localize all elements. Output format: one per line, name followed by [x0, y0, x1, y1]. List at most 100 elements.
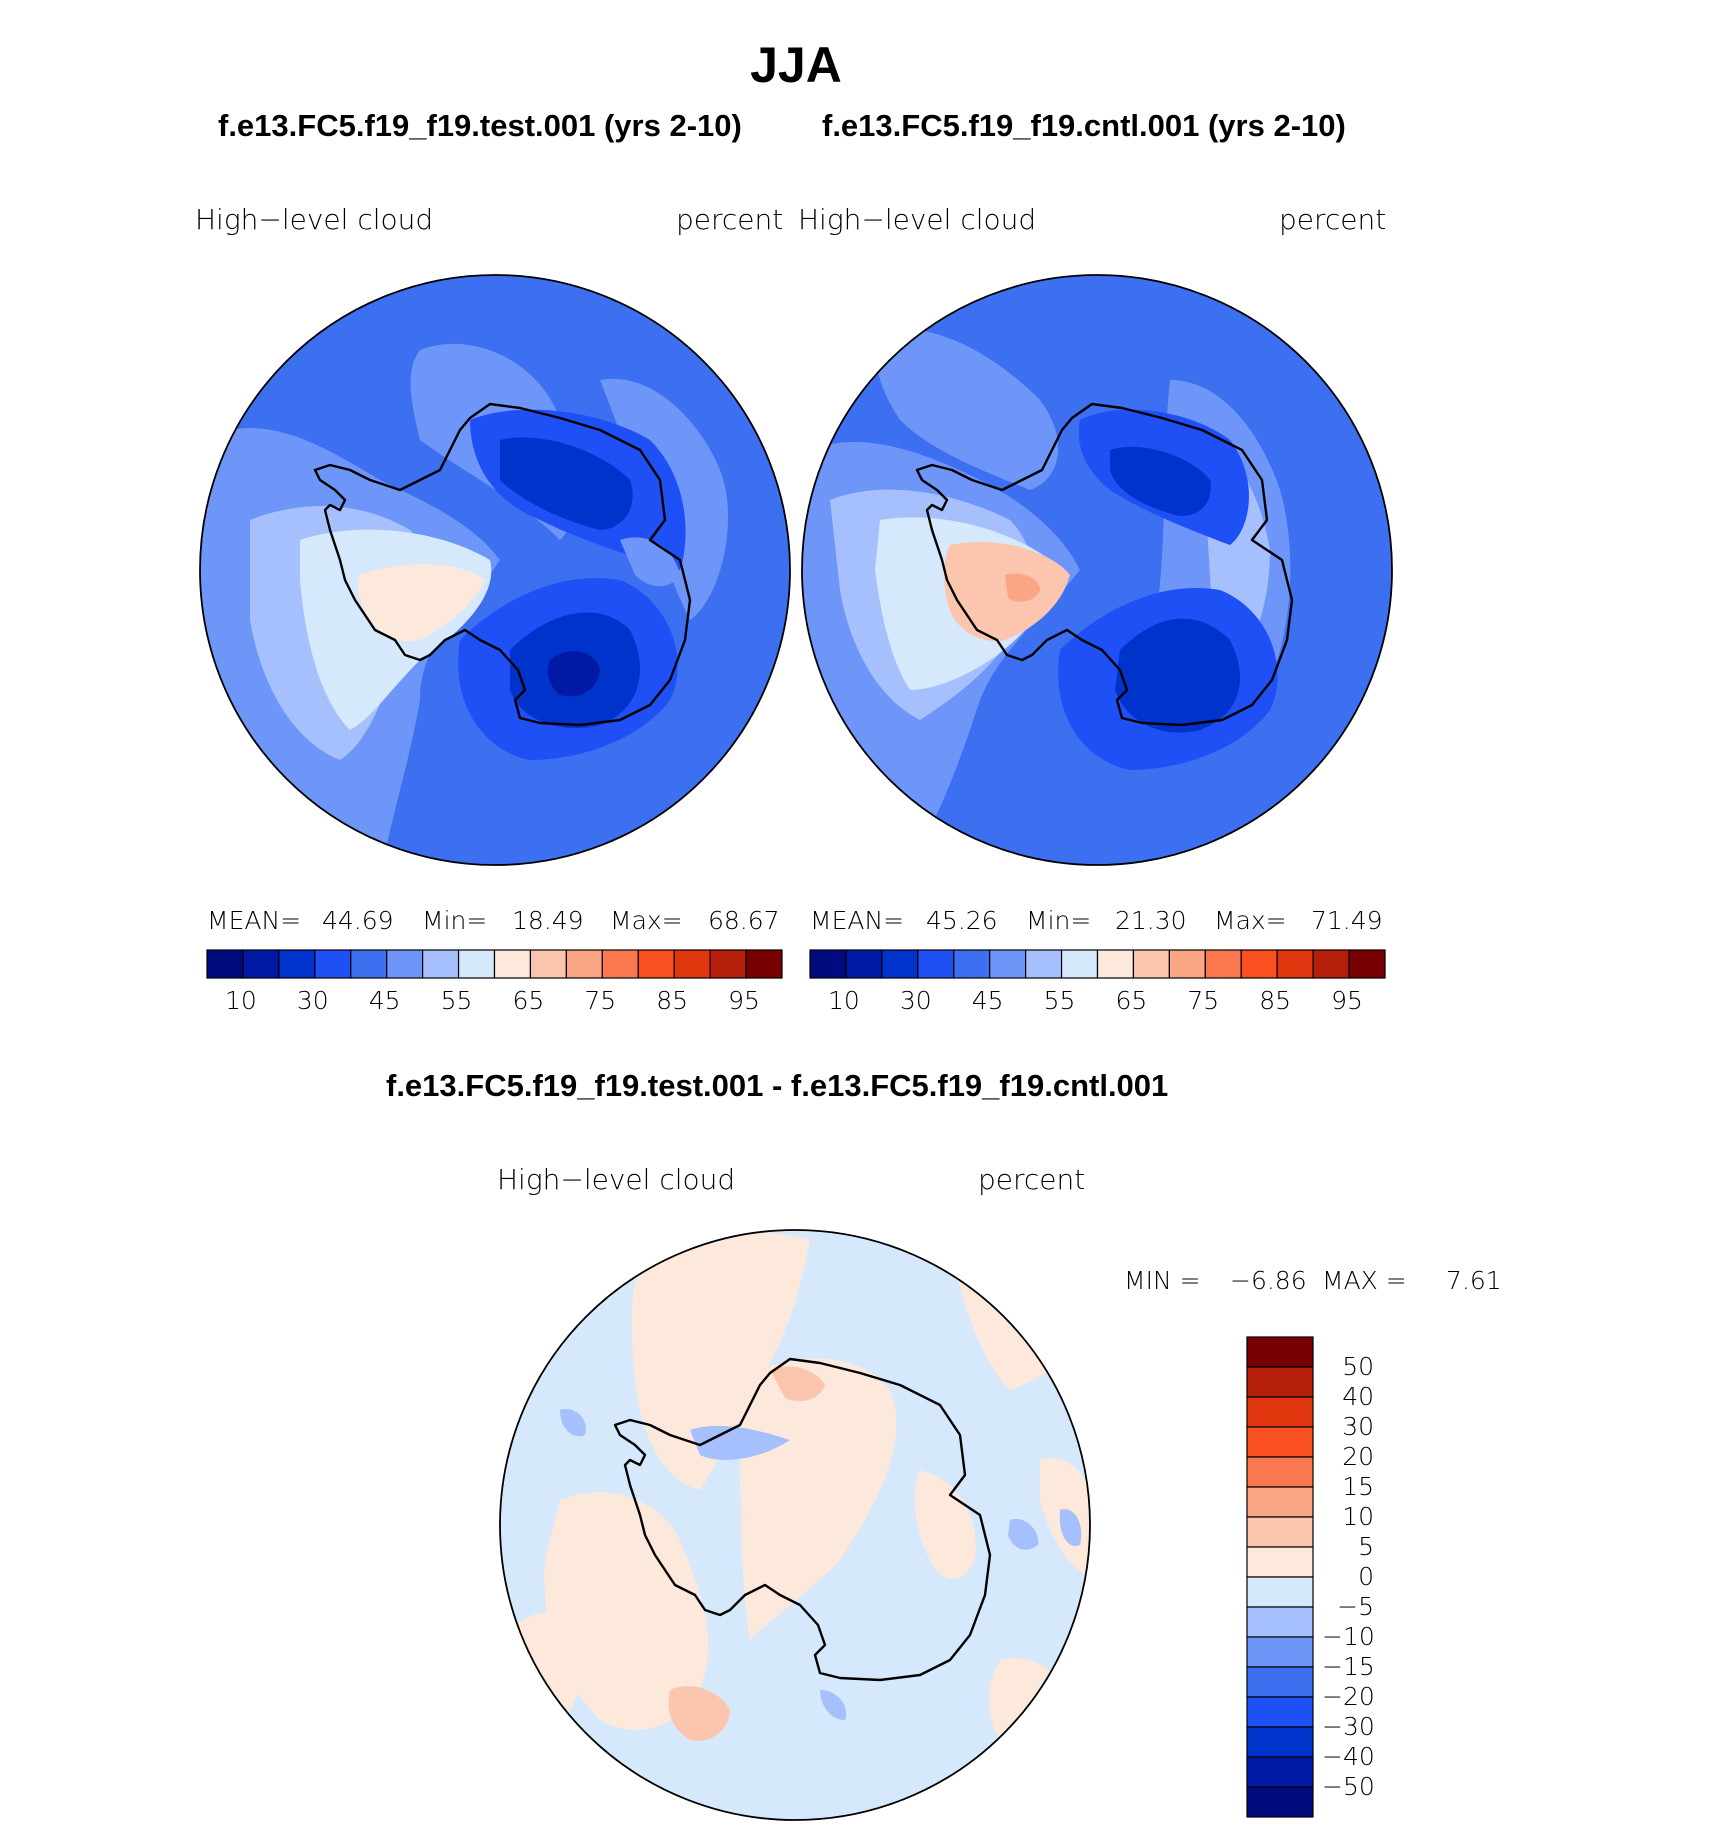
colorbar-swatch [1246, 1366, 1314, 1398]
colorbar-swatch [1246, 1456, 1314, 1488]
colorbar-swatch [278, 949, 316, 979]
colorbar-swatch [601, 949, 639, 979]
cntl-mean-label: MEAN= [810, 906, 905, 935]
figure-title: JJA [750, 37, 842, 93]
colorbar-tick-label: −30 [1322, 1712, 1375, 1741]
colorbar-swatch [809, 949, 847, 979]
colorbar-swatch [1246, 1726, 1314, 1758]
colorbar-tick-label: 15 [1342, 1472, 1374, 1501]
colorbar-tick-label: 65 [1115, 986, 1148, 1015]
colorbar-tick-label: 95 [1331, 986, 1363, 1015]
colorbar-swatch [1060, 949, 1099, 979]
colorbar-swatch [242, 949, 280, 979]
colorbar-swatch [1246, 1426, 1314, 1458]
colorbar-swatch [1276, 949, 1314, 979]
colorbar-swatch [1132, 949, 1170, 979]
colorbar-swatch [314, 949, 352, 979]
colorbar-tick-label: 40 [1342, 1382, 1374, 1411]
colorbar-swatch [1246, 1756, 1314, 1788]
colorbar-tick-label: 65 [512, 986, 545, 1015]
colorbar-swatch [1246, 1486, 1314, 1518]
colorbar-swatch [637, 949, 675, 979]
colorbar-swatch [529, 949, 567, 979]
colorbar-tick-label: 55 [1043, 986, 1076, 1015]
colorbar-tick-label: 85 [656, 986, 689, 1015]
colorbar-tick-label: 45 [368, 986, 401, 1015]
test-max-value: 68.67 [708, 906, 780, 935]
colorbar-swatch [1246, 1576, 1314, 1608]
colorbar-tick-label: −50 [1322, 1772, 1375, 1801]
cntl-case-title: f.e13.FC5.f19_f19.cntl.001 (yrs 2-10) [822, 108, 1346, 143]
test-variable-label: High−level cloud [195, 203, 434, 236]
colorbar-swatch [1168, 949, 1206, 979]
cntl-variable-label: High−level cloud [798, 203, 1037, 236]
test-polar-map [199, 274, 791, 866]
cntl-colorbar [809, 949, 1386, 979]
colorbar-swatch [881, 949, 919, 979]
colorbar-swatch [457, 949, 496, 979]
test-mean-value: 44.69 [322, 906, 394, 935]
diff-min-label: MIN = [1124, 1266, 1201, 1295]
colorbar-swatch [673, 949, 711, 979]
colorbar-swatch [1025, 949, 1063, 979]
colorbar-swatch [989, 949, 1027, 979]
colorbar-tick-label: −10 [1322, 1622, 1375, 1651]
colorbar-tick-label: 55 [440, 986, 473, 1015]
cntl-max-label: Max= [1214, 906, 1287, 935]
colorbar-tick-label: 20 [1342, 1442, 1374, 1471]
colorbar-swatch [917, 949, 955, 979]
diff-title: f.e13.FC5.f19_f19.test.001 - f.e13.FC5.f… [386, 1068, 1169, 1103]
colorbar-tick-label: 30 [296, 986, 329, 1015]
test-min-label: Min= [422, 906, 488, 935]
colorbar-tick-label: −40 [1322, 1742, 1375, 1771]
diff-units-label: percent [978, 1163, 1086, 1196]
colorbar-tick-label: −20 [1322, 1682, 1375, 1711]
colorbar-swatch [1246, 1396, 1314, 1428]
colorbar-tick-label: 95 [728, 986, 760, 1015]
cntl-units-label: percent [1279, 203, 1387, 236]
cntl-min-label: Min= [1026, 906, 1092, 935]
colorbar-tick-label: 50 [1342, 1352, 1374, 1381]
diff-colorbar [1246, 1336, 1314, 1818]
colorbar-tick-label: 10 [1342, 1502, 1374, 1531]
colorbar-swatch [493, 949, 532, 979]
test-min-value: 18.49 [512, 906, 584, 935]
colorbar-tick-label: 30 [1342, 1412, 1374, 1441]
colorbar-tick-label: 45 [971, 986, 1004, 1015]
colorbar-swatch [206, 949, 244, 979]
test-case-title: f.e13.FC5.f19_f19.test.001 (yrs 2-10) [218, 108, 742, 143]
colorbar-swatch [745, 949, 783, 979]
diff-min-value: −6.86 [1230, 1266, 1307, 1295]
colorbar-swatch [1204, 949, 1242, 979]
colorbar-swatch [709, 949, 747, 979]
cntl-polar-map [801, 274, 1393, 866]
colorbar-tick-label: 5 [1358, 1532, 1374, 1561]
colorbar-swatch [1246, 1546, 1314, 1578]
cntl-mean-value: 45.26 [926, 906, 998, 935]
colorbar-tick-label: 0 [1358, 1562, 1374, 1591]
colorbar-tick-label: 75 [1187, 986, 1220, 1015]
colorbar-swatch [953, 949, 991, 979]
test-colorbar [206, 949, 783, 979]
colorbar-swatch [350, 949, 388, 979]
colorbar-tick-label: 30 [899, 986, 932, 1015]
cntl-min-value: 21.30 [1115, 906, 1187, 935]
colorbar-swatch [1348, 949, 1386, 979]
colorbar-swatch [565, 949, 603, 979]
colorbar-swatch [1246, 1696, 1314, 1728]
colorbar-tick-label: −15 [1322, 1652, 1375, 1681]
colorbar-swatch [1246, 1636, 1314, 1668]
colorbar-swatch [1246, 1516, 1314, 1548]
colorbar-swatch [1246, 1336, 1314, 1368]
diff-variable-label: High−level cloud [497, 1163, 736, 1196]
colorbar-tick-label: 85 [1259, 986, 1292, 1015]
colorbar-tick-label: −5 [1337, 1592, 1374, 1621]
colorbar-swatch [422, 949, 460, 979]
colorbar-swatch [1246, 1666, 1314, 1698]
colorbar-swatch [1246, 1606, 1314, 1638]
diff-max-label: MAX = [1322, 1266, 1407, 1295]
colorbar-swatch [1246, 1786, 1314, 1818]
colorbar-swatch [386, 949, 424, 979]
test-units-label: percent [676, 203, 784, 236]
diff-polar-map [499, 1229, 1091, 1821]
